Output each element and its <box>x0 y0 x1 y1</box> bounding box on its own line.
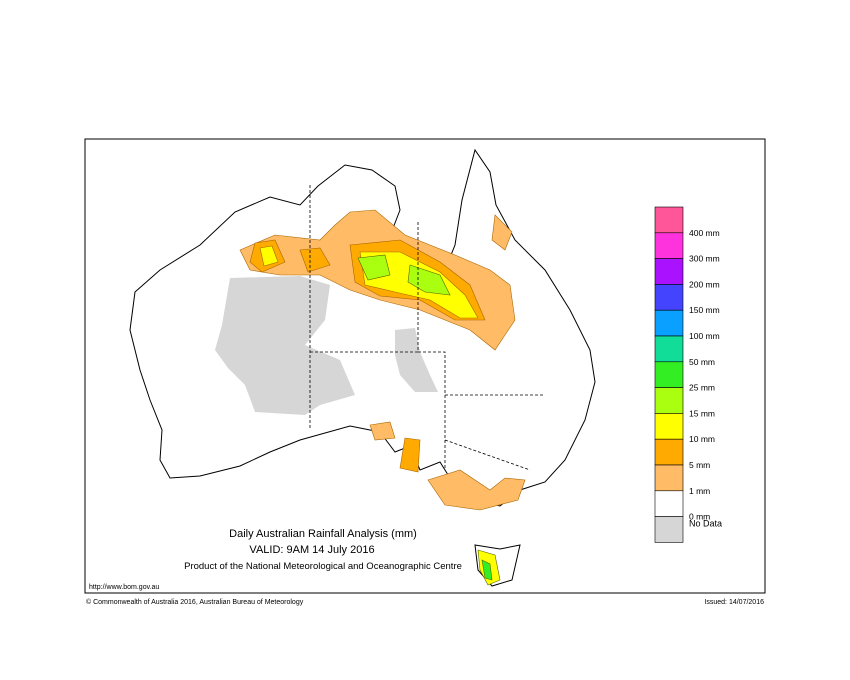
rain-region <box>399 437 421 473</box>
legend-swatch <box>654 413 684 440</box>
product-note: Product of the National Meteorological a… <box>184 561 462 572</box>
legend-label: 400 mm <box>689 228 720 238</box>
legend-swatch <box>654 258 684 285</box>
map-title: Daily Australian Rainfall Analysis (mm) <box>229 528 417 540</box>
australia-mainland <box>129 148 596 507</box>
legend-label: 200 mm <box>689 279 720 289</box>
issued-date: Issued: 14/07/2016 <box>704 599 764 606</box>
legend-label: 50 mm <box>689 357 715 367</box>
rain-region <box>481 559 493 581</box>
legend-swatch <box>654 335 684 363</box>
legend-swatch <box>654 361 684 388</box>
legend-label: 5 mm <box>689 460 710 470</box>
no-data-region <box>215 276 355 415</box>
url: http://www.bom.gov.au <box>89 584 159 591</box>
legend-swatch <box>654 387 684 414</box>
no-data-region <box>395 328 438 392</box>
legend: 400 mm 300 mm 200 mm 150 mm 100 mm 50 mm 25 mm… <box>654 206 722 543</box>
rain-region <box>357 254 451 296</box>
legend-swatch <box>654 284 684 311</box>
legend-label: 300 mm <box>689 254 720 264</box>
legend-label: 10 mm <box>689 434 715 444</box>
legend-label: 0 mm <box>689 512 710 522</box>
valid-time: VALID: 9AM 14 July 2016 <box>249 544 374 556</box>
copyright: © Commonwealth of Australia 2016, Austra… <box>86 598 304 606</box>
legend-swatch <box>654 516 684 543</box>
legend-label: 15 mm <box>689 408 715 418</box>
legend-swatch <box>654 232 684 259</box>
state-border <box>309 185 545 471</box>
legend-swatch <box>654 464 684 492</box>
legend-label: 1 mm <box>689 486 710 496</box>
legend-swatch <box>654 490 684 517</box>
legend-label: 25 mm <box>689 383 715 393</box>
legend-label: 100 mm <box>689 331 720 341</box>
legend-label: No Data <box>689 519 722 529</box>
rain-region <box>259 245 479 319</box>
rain-region <box>369 214 526 511</box>
legend-swatch <box>654 309 684 337</box>
legend-label: 150 mm <box>689 305 720 315</box>
legend-swatch <box>654 206 684 234</box>
legend-swatch <box>654 438 684 466</box>
